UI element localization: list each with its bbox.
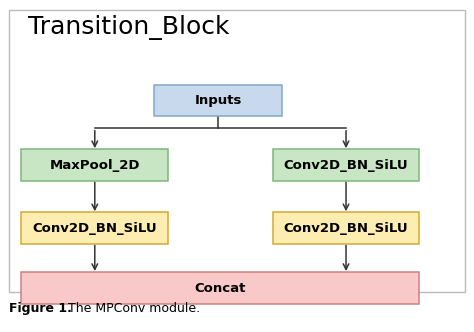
- FancyBboxPatch shape: [21, 272, 419, 304]
- Bar: [9, 10, 465, 292]
- Text: Conv2D_BN_SiLU: Conv2D_BN_SiLU: [284, 222, 408, 235]
- Text: Conv2D_BN_SiLU: Conv2D_BN_SiLU: [284, 159, 408, 172]
- Text: MaxPool_2D: MaxPool_2D: [50, 159, 140, 172]
- FancyBboxPatch shape: [154, 85, 282, 116]
- FancyBboxPatch shape: [21, 149, 168, 181]
- FancyBboxPatch shape: [273, 149, 419, 181]
- Text: Conv2D_BN_SiLU: Conv2D_BN_SiLU: [33, 222, 157, 235]
- Text: Inputs: Inputs: [194, 94, 242, 107]
- FancyBboxPatch shape: [273, 212, 419, 244]
- Text: The MPConv module.: The MPConv module.: [64, 302, 200, 315]
- FancyBboxPatch shape: [21, 212, 168, 244]
- Text: Figure 1.: Figure 1.: [9, 302, 73, 315]
- Text: Concat: Concat: [195, 282, 246, 294]
- Text: Transition_Block: Transition_Block: [28, 15, 230, 40]
